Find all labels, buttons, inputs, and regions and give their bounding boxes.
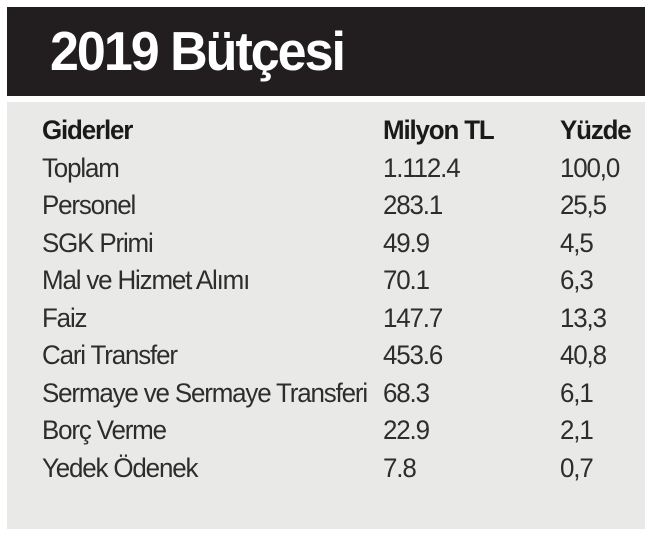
percent-value: 13,3 [560,302,607,333]
amount-value: 453.6 [383,340,443,371]
table-row: Sermaye ve Sermaye Transferi 68.3 6,1 [7,375,645,413]
table-row: Cari Transfer 453.6 40,8 [7,337,645,375]
title-banner: 2019 Bütçesi [7,7,645,96]
table-row: Mal ve Hizmet Alımı 70.1 6,3 [7,262,645,300]
expense-label: Sermaye ve Sermaye Transferi [42,377,368,408]
budget-table: Giderler Milyon TL Yüzde Toplam 1.112.4 10… [7,112,645,487]
percent-value: 0,7 [560,452,594,483]
table-body: Toplam 1.112.4 100,0 Personel 283.1 25,5 SGK P… [7,150,645,488]
expense-label: Mal ve Hizmet Alımı [42,265,250,296]
expense-label: Cari Transfer [42,340,178,371]
expense-label: SGK Primi [42,227,154,258]
percent-value: 2,1 [560,415,594,446]
percent-value: 25,5 [560,190,607,221]
expense-label: Borç Verme [42,415,167,446]
table-row: Yedek Ödenek 7.8 0,7 [7,450,645,488]
percent-value: 40,8 [560,340,607,371]
expense-label: Personel [42,190,136,221]
page-title: 2019 Bütçesi [50,21,346,82]
table-row: SGK Primi 49.9 4,5 [7,225,645,263]
percent-value: 100,0 [560,152,620,183]
column-header-milyon-tl: Milyon TL [383,115,495,146]
percent-value: 6,3 [560,265,594,296]
amount-value: 7.8 [383,452,417,483]
table-panel: Giderler Milyon TL Yüzde Toplam 1.112.4 10… [7,102,645,529]
expense-label: Yedek Ödenek [42,452,198,483]
column-header-yuzde: Yüzde [560,115,632,146]
amount-value: 22.9 [383,415,430,446]
amount-value: 283.1 [383,190,443,221]
amount-value: 68.3 [383,377,430,408]
amount-value: 70.1 [383,265,430,296]
expense-label: Faiz [42,302,88,333]
percent-value: 4,5 [560,227,594,258]
amount-value: 147.7 [383,302,443,333]
amount-value: 1.112.4 [383,152,461,183]
table-row: Personel 283.1 25,5 [7,187,645,225]
table-header-row: Giderler Milyon TL Yüzde [7,112,645,150]
column-header-giderler: Giderler [42,115,133,146]
table-row: Toplam 1.112.4 100,0 [7,150,645,188]
table-row: Borç Verme 22.9 2,1 [7,412,645,450]
amount-value: 49.9 [383,227,430,258]
table-row: Faiz 147.7 13,3 [7,300,645,338]
expense-label: Toplam [42,152,120,183]
percent-value: 6,1 [560,377,594,408]
